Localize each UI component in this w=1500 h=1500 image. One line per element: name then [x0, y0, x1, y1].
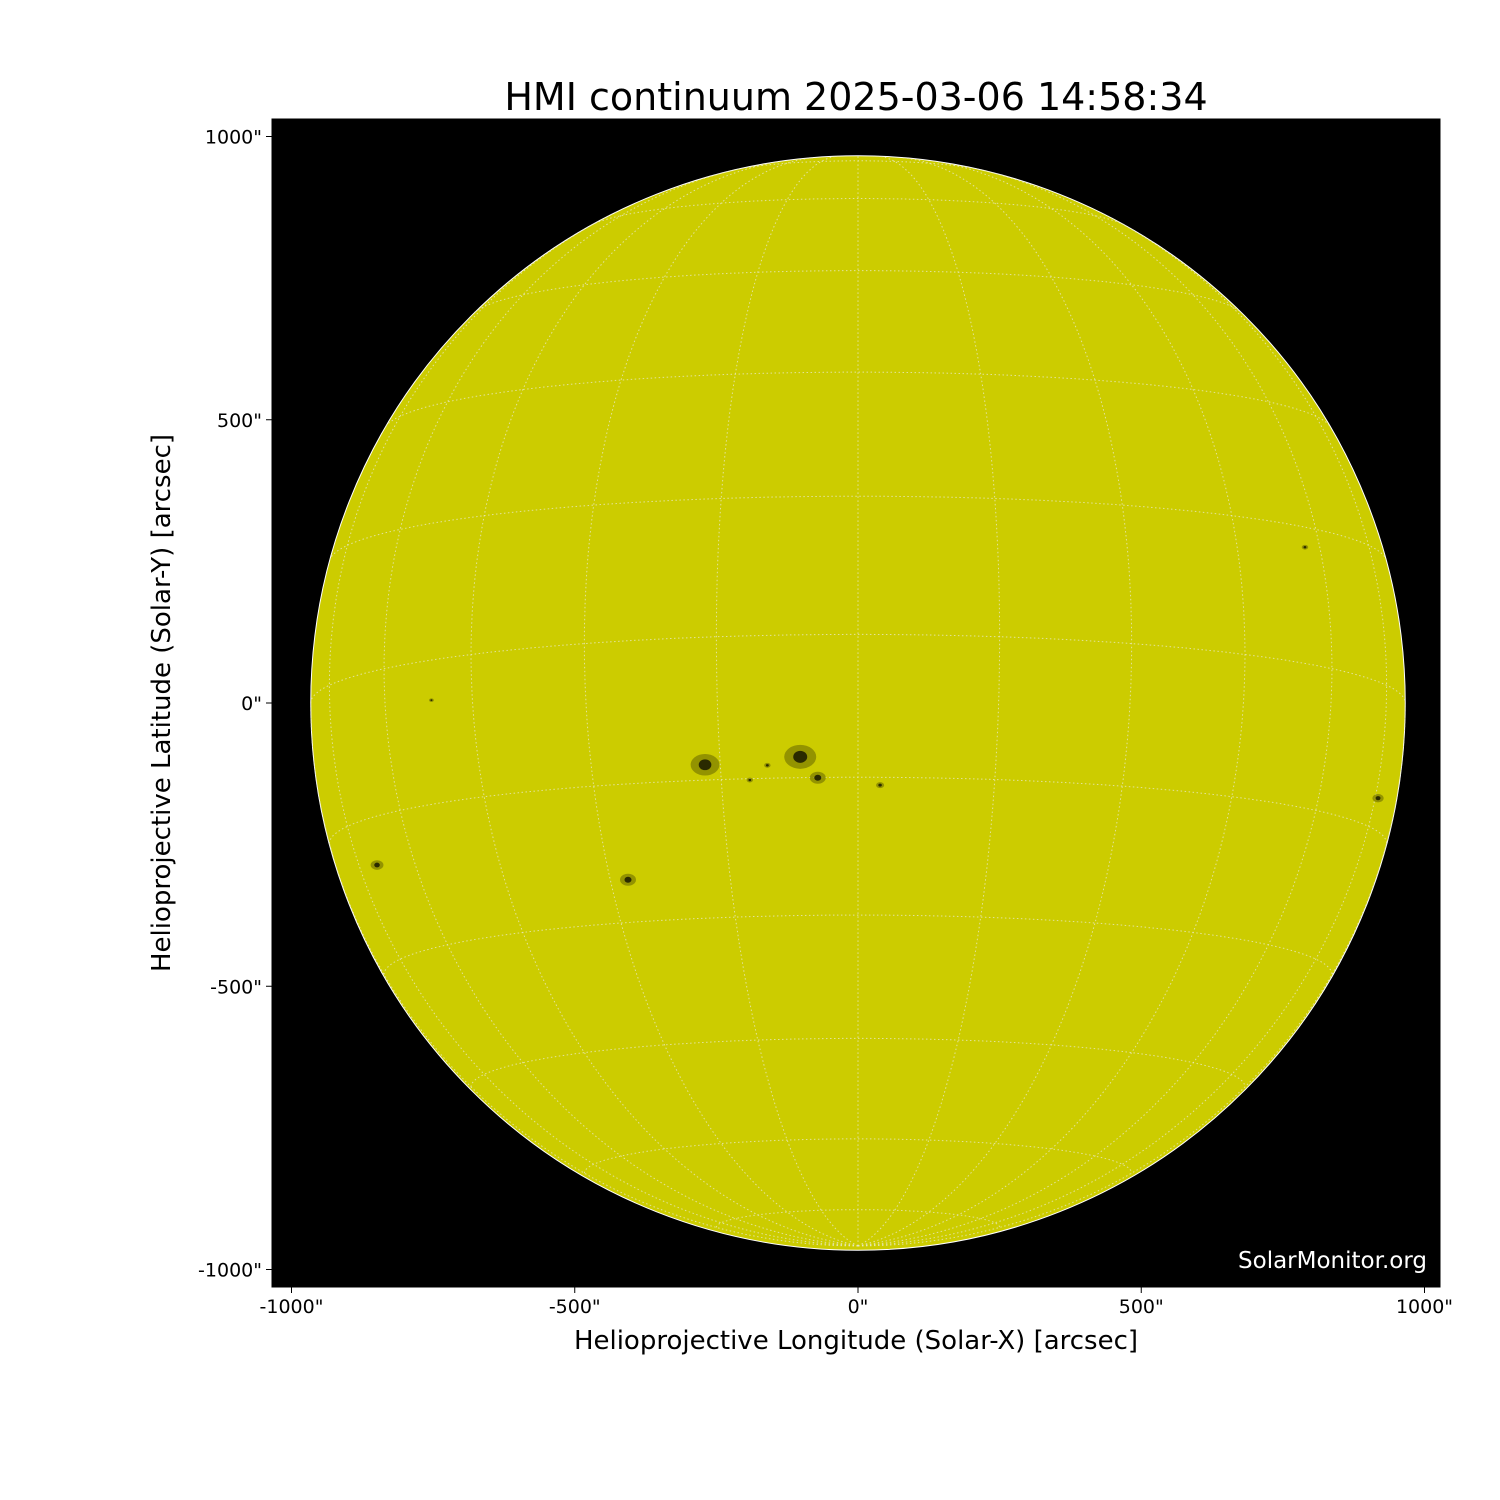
- x-axis-ticks: -1000" -500" 0" 500" 1000": [260, 1287, 1453, 1318]
- x-tick-label: 0": [848, 1296, 869, 1318]
- y-tick-label: 500": [217, 410, 262, 432]
- y-tick-label: 1000": [205, 127, 262, 149]
- x-tick-label: 1000": [1396, 1296, 1453, 1318]
- grid-meridian: [583, 157, 859, 1247]
- sunspot-umbra: [765, 764, 769, 767]
- sunspot-umbra: [430, 699, 433, 702]
- sunspot-umbra: [793, 750, 808, 763]
- grid-parallel: [474, 270, 1242, 313]
- y-axis-label: Helioprojective Latitude (Solar-Y) [arcs…: [147, 433, 177, 973]
- sunspot-umbra: [1303, 546, 1307, 549]
- grid-meridian: [328, 210, 859, 1247]
- grid-parallel: [470, 1037, 1246, 1087]
- y-tick-label: 0": [241, 693, 262, 715]
- solar-disk-layer: [310, 155, 1406, 1251]
- grid-meridian: [857, 157, 1133, 1247]
- sunspot-umbra: [814, 774, 822, 781]
- sunspot-umbra: [1375, 796, 1381, 801]
- grid-parallel: [310, 633, 1406, 703]
- grid-parallel: [383, 914, 1333, 975]
- grid-meridian: [383, 169, 859, 1247]
- x-tick-label: -500": [549, 1296, 601, 1318]
- grid-parallel: [329, 495, 1387, 561]
- sunspot-umbra: [878, 783, 882, 787]
- x-tick-label: -1000": [260, 1296, 324, 1318]
- grid-meridian: [857, 169, 1333, 1247]
- grid-parallel: [715, 1209, 1001, 1228]
- sunspot-umbra: [624, 876, 632, 883]
- grid-meridian: [470, 160, 859, 1247]
- watermark: SolarMonitor.org: [1238, 1248, 1427, 1274]
- grid-parallel: [583, 1138, 1133, 1174]
- grid-parallel: [591, 198, 1125, 226]
- sunspot-umbra: [748, 778, 752, 782]
- grid-parallel: [733, 160, 983, 171]
- chart-title: HMI continuum 2025-03-06 14:58:34: [504, 75, 1208, 119]
- x-axis-label: Helioprojective Longitude (Solar-X) [arc…: [573, 1326, 1139, 1356]
- y-tick-label: -500": [210, 976, 262, 998]
- grid-parallel: [385, 371, 1331, 427]
- grid-parallel: [328, 776, 1388, 844]
- sunspot-umbra: [698, 759, 712, 771]
- y-axis-ticks: 1000" 500" 0" -500" -1000": [198, 127, 272, 1282]
- sunspots-layer: [370, 544, 1384, 886]
- heliographic-grid: [310, 155, 1406, 1247]
- solar-disk: [310, 155, 1406, 1251]
- x-tick-label: 500": [1119, 1296, 1164, 1318]
- sunspot-umbra: [374, 862, 380, 868]
- y-tick-label: -1000": [198, 1260, 262, 1282]
- grid-meridian: [857, 210, 1388, 1247]
- grid-meridian: [857, 160, 1246, 1247]
